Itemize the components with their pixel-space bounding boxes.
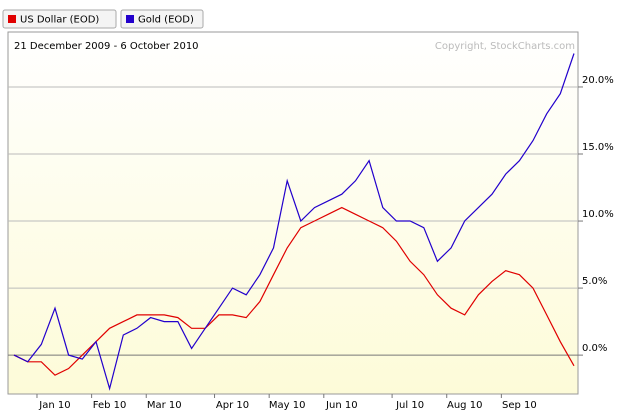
- legend-label: Gold (EOD): [138, 15, 194, 26]
- x-tick-label: Jul 10: [395, 400, 424, 411]
- y-tick-label: 0.0%: [582, 343, 607, 354]
- legend-button[interactable]: [120, 9, 204, 29]
- subtitle: 21 December 2009 - 6 October 2010: [14, 41, 199, 52]
- y-tick-label: 10.0%: [582, 209, 614, 220]
- x-tick-label: Jun 10: [325, 400, 358, 411]
- x-tick-label: Feb 10: [93, 400, 127, 411]
- x-tick-label: Sep 10: [502, 400, 537, 411]
- legend-button[interactable]: [2, 9, 117, 29]
- legend-label: US Dollar (EOD): [20, 15, 99, 26]
- legend: US Dollar (EOD) Gold (EOD): [2, 9, 204, 29]
- legend-swatch: [8, 15, 16, 23]
- series-line: [13, 206, 575, 376]
- legend-swatch: [126, 15, 134, 23]
- plot-area: [7, 31, 579, 395]
- copyright: Copyright, StockCharts.com: [435, 41, 575, 52]
- x-tick-label: Jan 10: [38, 400, 70, 411]
- x-tick-label: Mar 10: [147, 400, 182, 411]
- y-tick-label: 20.0%: [582, 75, 614, 86]
- y-tick-label: 15.0%: [582, 142, 614, 153]
- series-line: [13, 53, 575, 391]
- x-tick-label: Apr 10: [216, 400, 249, 411]
- x-tick-label: Aug 10: [447, 400, 482, 411]
- x-tick-label: May 10: [269, 400, 306, 411]
- y-tick-label: 5.0%: [582, 276, 607, 287]
